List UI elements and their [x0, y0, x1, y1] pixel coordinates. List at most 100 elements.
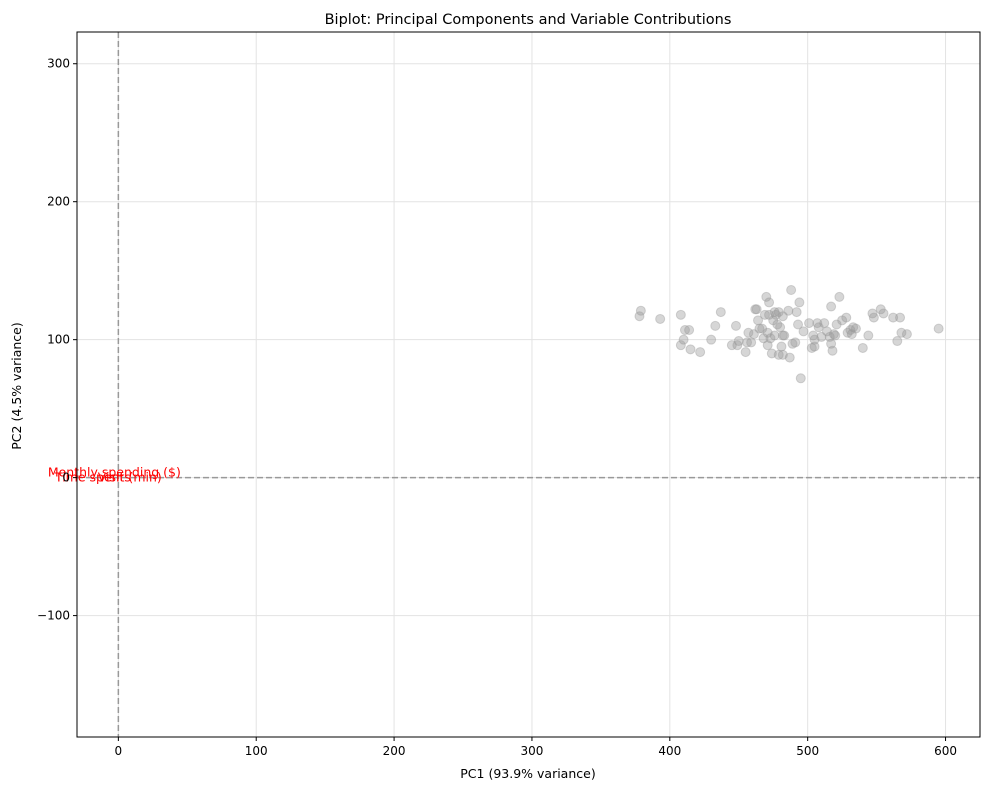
- score-point: [784, 352, 795, 363]
- y-axis-ticks: −100 0 100 200 300: [37, 57, 77, 623]
- score-point: [896, 327, 907, 338]
- x-tick-label: 600: [934, 744, 957, 758]
- y-tick-label: 300: [47, 57, 70, 71]
- score-point: [773, 307, 784, 318]
- score-point: [746, 337, 757, 348]
- score-point: [753, 315, 764, 326]
- y-tick-label: −100: [37, 609, 70, 623]
- loading-label: Visits: [98, 470, 131, 485]
- score-point: [826, 301, 837, 312]
- score-point: [772, 319, 783, 330]
- x-tick-label: 200: [383, 744, 406, 758]
- reference-lines: [77, 32, 980, 737]
- score-point: [777, 330, 788, 341]
- score-point: [779, 330, 790, 341]
- score-point: [684, 325, 695, 336]
- score-point: [848, 322, 859, 333]
- score-point: [901, 329, 912, 340]
- score-point: [706, 334, 717, 345]
- score-point: [761, 291, 772, 302]
- loading-label: Monthly spending ($): [48, 465, 181, 480]
- score-point: [715, 307, 726, 318]
- x-tick-label: 500: [796, 744, 819, 758]
- score-point: [812, 318, 823, 329]
- score-point: [786, 284, 797, 295]
- score-point: [777, 349, 788, 360]
- plot-frame: [76, 31, 981, 738]
- score-point: [750, 304, 761, 315]
- score-point: [806, 342, 817, 353]
- score-point: [809, 334, 820, 345]
- x-tick-label: 0: [115, 744, 123, 758]
- score-point: [732, 340, 743, 351]
- score-point: [831, 319, 842, 330]
- score-point: [837, 315, 848, 326]
- score-point: [827, 345, 838, 356]
- score-point: [794, 297, 805, 308]
- score-point: [868, 312, 879, 323]
- score-point: [791, 307, 802, 318]
- score-point: [804, 318, 815, 329]
- x-tick-label: 300: [520, 744, 543, 758]
- score-point: [726, 340, 737, 351]
- x-tick-label: 400: [658, 744, 681, 758]
- score-point: [892, 336, 903, 347]
- score-point: [748, 329, 759, 340]
- score-point: [824, 331, 835, 342]
- score-point: [675, 340, 686, 351]
- score-point: [808, 330, 819, 341]
- score-point: [867, 308, 878, 319]
- score-point: [757, 323, 768, 334]
- loading-labels: Monthly spending ($)Time spent (min)Visi…: [48, 465, 181, 485]
- score-point: [777, 311, 788, 322]
- score-point: [863, 330, 874, 341]
- score-point: [743, 327, 754, 338]
- x-axis-ticks: 0 100 200 300 400 500 600: [115, 737, 957, 758]
- score-point: [635, 305, 646, 316]
- score-point: [776, 341, 787, 352]
- score-point: [895, 312, 906, 323]
- score-point: [769, 307, 780, 318]
- score-point: [828, 329, 839, 340]
- score-point: [758, 333, 769, 344]
- score-point: [742, 337, 753, 348]
- score-point: [821, 326, 832, 337]
- score-point: [679, 325, 690, 336]
- loading-label: Time spent (min): [54, 470, 162, 485]
- score-point: [798, 326, 809, 337]
- score-point: [834, 291, 845, 302]
- score-point: [685, 344, 696, 355]
- score-point: [764, 297, 775, 308]
- score-point: [730, 320, 741, 331]
- y-tick-label: 0: [62, 471, 70, 485]
- score-point: [762, 327, 773, 338]
- score-point: [830, 330, 841, 341]
- x-tick-label: 100: [245, 744, 268, 758]
- y-tick-label: 200: [47, 195, 70, 209]
- score-point: [793, 319, 804, 330]
- chart-title: Biplot: Principal Components and Variabl…: [325, 12, 732, 28]
- score-point: [826, 338, 837, 349]
- score-point: [766, 348, 777, 359]
- score-point: [655, 313, 666, 324]
- score-point: [875, 304, 886, 315]
- score-point: [816, 331, 827, 342]
- score-point: [775, 322, 786, 333]
- score-points: [634, 284, 944, 384]
- score-point: [773, 349, 784, 360]
- score-point: [846, 329, 857, 340]
- score-point: [795, 373, 806, 384]
- gridlines: [77, 32, 980, 737]
- score-point: [762, 340, 773, 351]
- score-point: [850, 323, 861, 334]
- score-point: [634, 311, 645, 322]
- score-point: [845, 325, 856, 336]
- score-point: [813, 322, 824, 333]
- score-point: [809, 341, 820, 352]
- score-point: [769, 330, 780, 341]
- y-axis-label: PC2 (4.5% variance): [9, 322, 24, 450]
- score-point: [888, 312, 899, 323]
- score-point: [842, 327, 853, 338]
